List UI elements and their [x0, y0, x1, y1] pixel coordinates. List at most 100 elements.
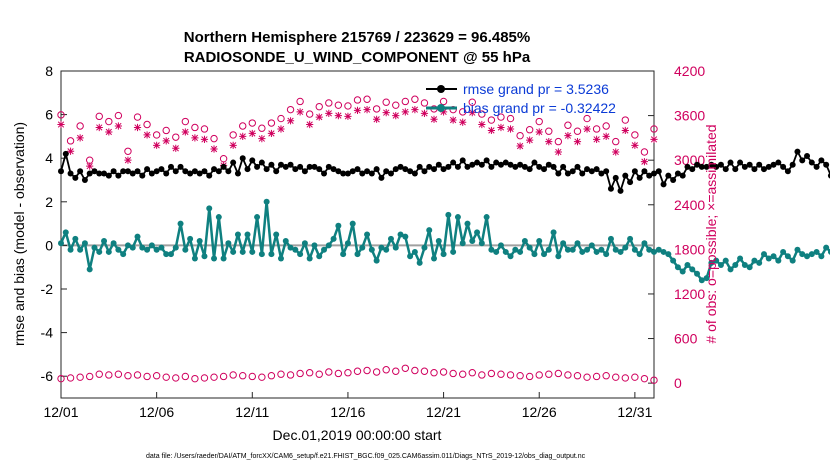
- bias-point: [808, 251, 815, 258]
- possible-point: [478, 110, 486, 118]
- bias-point: [526, 244, 533, 251]
- bias-point: [636, 251, 643, 258]
- bias-point: [435, 238, 442, 245]
- rmse-point: [502, 159, 509, 166]
- rmse-point: [655, 168, 662, 175]
- bias-point: [827, 249, 830, 255]
- rmse-point: [139, 172, 146, 179]
- bias-point: [603, 251, 610, 258]
- bias-point: [727, 266, 734, 273]
- x-tick-label: 12/16: [330, 404, 365, 420]
- possible-point: [621, 116, 630, 124]
- bias-point: [148, 242, 155, 249]
- bias-point: [153, 246, 160, 253]
- rmse-point: [746, 161, 753, 168]
- count-point: [516, 372, 524, 380]
- assimilated-point: [258, 135, 266, 143]
- bias-point: [368, 246, 375, 253]
- rmse-point: [488, 163, 495, 170]
- possible-point: [372, 105, 381, 113]
- x-axis-label: Dec.01,2019 00:00:00 start: [273, 427, 442, 443]
- rmse-point: [335, 168, 342, 175]
- bias-point: [182, 246, 189, 253]
- rmse-point: [588, 168, 595, 175]
- rmse-point: [373, 166, 380, 173]
- bias-point: [297, 251, 304, 258]
- bias-point: [225, 240, 232, 247]
- bias-point: [301, 240, 308, 247]
- rmse-point: [574, 163, 581, 170]
- bias-point: [784, 253, 791, 260]
- bias-point: [72, 235, 79, 242]
- possible-point: [191, 123, 199, 132]
- y-left-tick-label: -6: [41, 368, 54, 384]
- count-point: [152, 372, 161, 380]
- assimilated-point: [411, 106, 419, 114]
- bias-point: [234, 231, 241, 238]
- bias-point: [215, 214, 222, 221]
- count-point: [583, 373, 591, 381]
- rmse-point: [521, 163, 528, 170]
- legend-rmse-label: rmse grand pr = 3.5236: [463, 81, 609, 97]
- possible-point: [210, 134, 218, 143]
- bias-point: [770, 253, 777, 260]
- bias-point: [254, 214, 261, 221]
- rmse-point: [483, 157, 490, 164]
- possible-point: [239, 122, 247, 130]
- count-point: [239, 372, 247, 380]
- count-point: [602, 372, 610, 380]
- rmse-point: [679, 172, 686, 179]
- possible-point: [459, 108, 467, 116]
- rmse-point: [636, 174, 643, 181]
- bias-point: [306, 255, 313, 262]
- bias-point: [478, 240, 485, 247]
- x-tick-label: 12/11: [235, 404, 269, 420]
- bias-point: [732, 262, 739, 269]
- rmse-point: [244, 166, 251, 173]
- rmse-point: [737, 159, 744, 166]
- bias-point: [560, 240, 567, 247]
- count-point: [401, 364, 410, 372]
- rmse-point: [211, 166, 218, 173]
- possible-point: [152, 131, 161, 139]
- assimilated-point: [449, 116, 457, 124]
- rmse-point: [784, 168, 791, 175]
- count-point: [439, 368, 448, 376]
- bias-point: [220, 255, 227, 262]
- count-point: [363, 366, 371, 375]
- assimilated-point: [439, 108, 448, 116]
- rmse-point: [760, 166, 767, 173]
- assimilated-point: [459, 118, 467, 126]
- rmse-point: [148, 170, 155, 177]
- rmse-point: [541, 166, 548, 173]
- rmse-point: [407, 168, 414, 175]
- rmse-point: [435, 161, 442, 168]
- rmse-point: [598, 170, 605, 177]
- bias-point: [627, 235, 634, 242]
- bias-point: [316, 253, 323, 260]
- count-point: [219, 372, 228, 381]
- count-point: [191, 374, 199, 383]
- rmse-point: [584, 166, 591, 173]
- rmse-point: [196, 170, 203, 177]
- series-count: [57, 364, 658, 384]
- bias-point: [387, 235, 394, 242]
- rmse-point: [512, 163, 519, 170]
- rmse-point: [560, 163, 567, 170]
- rmse-point: [775, 159, 782, 166]
- rmse-point: [387, 170, 394, 177]
- assimilated-point: [76, 134, 84, 142]
- bias-point: [737, 255, 744, 262]
- possible-point: [57, 111, 65, 119]
- bias-point: [196, 238, 203, 245]
- count-point: [449, 369, 457, 378]
- assimilated-point: [286, 117, 295, 125]
- bias-point: [158, 244, 165, 251]
- plot-area: 12/01 12/06 12/11 12/16 12/21 12/26 12/31 8642…: [41, 63, 830, 420]
- bias-point: [694, 270, 701, 277]
- bias-point: [201, 253, 208, 260]
- bias-point: [574, 240, 581, 247]
- bias-point: [62, 229, 69, 236]
- assimilated-point: [86, 162, 94, 170]
- x-tick-label: 12/31: [617, 404, 652, 420]
